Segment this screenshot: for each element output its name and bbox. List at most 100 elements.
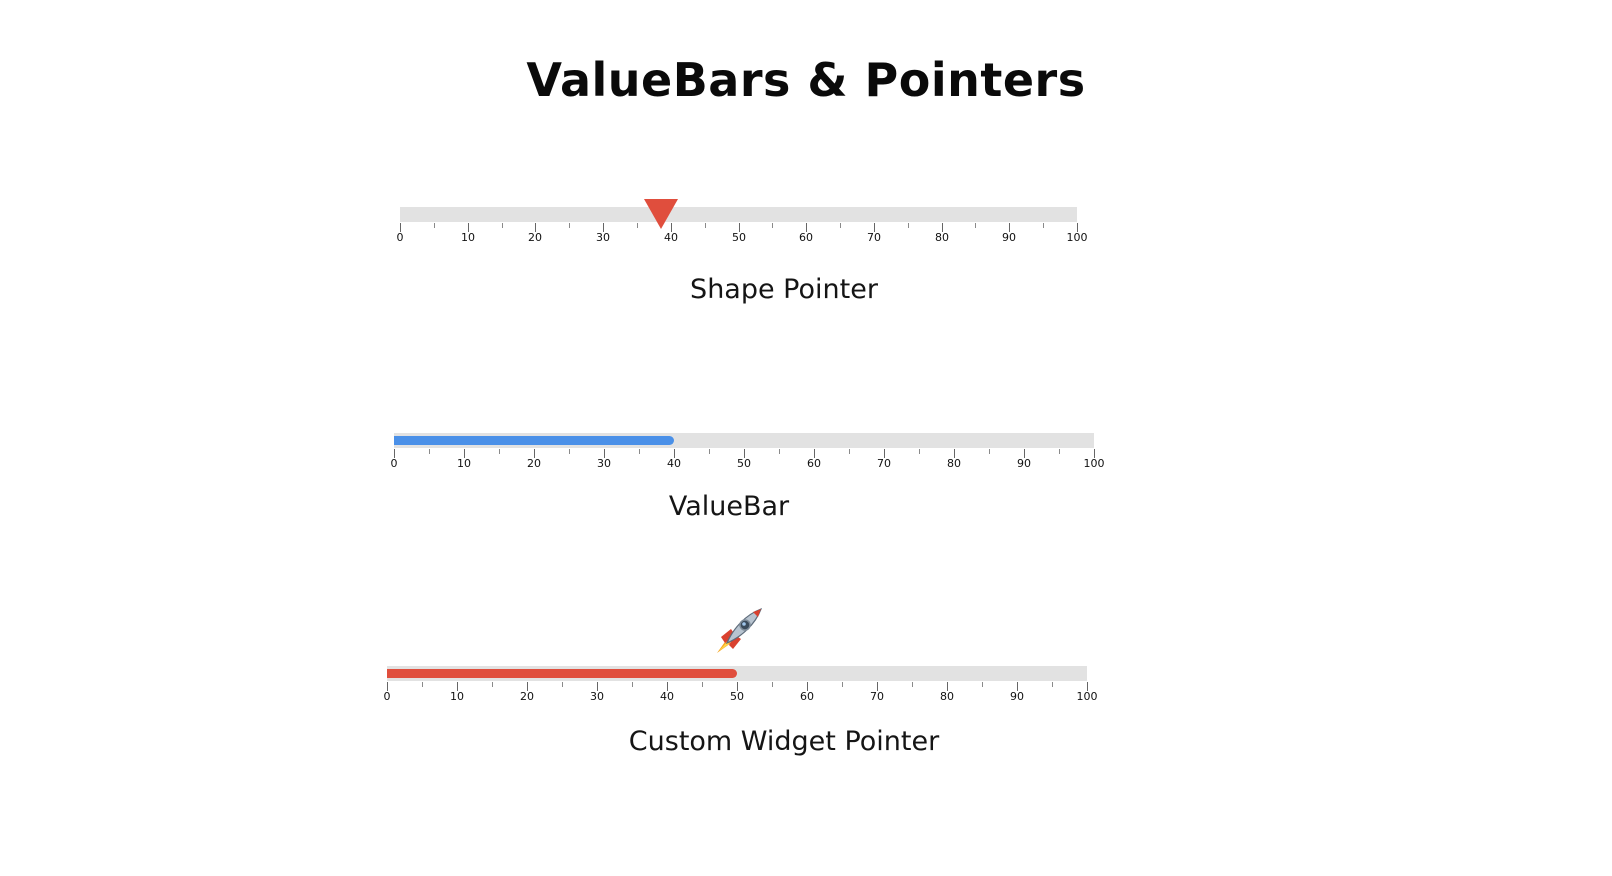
tick-label: 30 — [590, 690, 604, 703]
triangle-pointer[interactable] — [643, 199, 678, 229]
minor-tick — [772, 223, 773, 228]
major-tick — [387, 682, 388, 691]
minor-tick — [702, 682, 703, 687]
minor-tick — [908, 223, 909, 228]
minor-tick — [982, 682, 983, 687]
minor-tick — [492, 682, 493, 687]
tick-label: 0 — [396, 231, 404, 244]
value-bar-fill[interactable] — [387, 669, 737, 678]
major-tick — [597, 682, 598, 691]
custom-widget-pointer-gauge: 0 10 20 30 40 50 60 70 80 90 100 — [383, 607, 1098, 706]
minor-tick — [434, 223, 435, 228]
minor-tick — [772, 682, 773, 687]
tick-label: 10 — [450, 690, 464, 703]
tick-label: 20 — [520, 690, 534, 703]
minor-tick — [632, 682, 633, 687]
major-tick — [535, 223, 536, 232]
major-tick — [457, 682, 458, 691]
custom-widget-pointer-caption: Custom Widget Pointer — [628, 726, 940, 757]
major-tick — [1017, 682, 1018, 691]
minor-tick — [499, 449, 500, 454]
major-tick — [604, 449, 605, 458]
major-tick — [1094, 449, 1095, 458]
tick-label: 30 — [597, 457, 611, 470]
minor-tick — [1052, 682, 1053, 687]
rocket-icon[interactable] — [707, 603, 767, 663]
minor-tick — [709, 449, 710, 454]
major-tick — [954, 449, 955, 458]
major-tick — [874, 223, 875, 232]
minor-tick — [975, 223, 976, 228]
tick-label: 80 — [947, 457, 961, 470]
major-tick — [400, 223, 401, 232]
minor-tick — [562, 682, 563, 687]
major-tick — [947, 682, 948, 691]
shape-pointer-gauge: 0 10 20 30 40 50 60 70 80 90 100 — [396, 199, 1088, 247]
major-tick — [527, 682, 528, 691]
tick-label: 50 — [732, 231, 746, 244]
tick-label: 10 — [461, 231, 475, 244]
minor-tick — [502, 223, 503, 228]
major-tick — [1024, 449, 1025, 458]
minor-tick — [1043, 223, 1044, 228]
tick-label: 0 — [383, 690, 391, 703]
minor-tick — [637, 223, 638, 228]
major-tick — [464, 449, 465, 458]
value-bar-fill[interactable] — [394, 436, 674, 445]
major-tick — [744, 449, 745, 458]
major-tick — [534, 449, 535, 458]
major-tick — [603, 223, 604, 232]
tick-label: 80 — [935, 231, 949, 244]
minor-tick — [989, 449, 990, 454]
minor-tick — [705, 223, 706, 228]
tick-label: 40 — [667, 457, 681, 470]
major-tick — [1077, 223, 1078, 232]
minor-tick — [569, 223, 570, 228]
tick-label: 90 — [1010, 690, 1024, 703]
major-tick — [1009, 223, 1010, 232]
tick-label: 40 — [660, 690, 674, 703]
tick-label: 60 — [799, 231, 813, 244]
value-bar-gauge: 0 10 20 30 40 50 60 70 80 90 100 — [390, 433, 1105, 473]
minor-tick — [429, 449, 430, 454]
tick-label: 10 — [457, 457, 471, 470]
major-tick — [942, 223, 943, 232]
shape-pointer-caption: Shape Pointer — [690, 274, 878, 305]
minor-tick — [639, 449, 640, 454]
value-bar-caption: ValueBar — [668, 491, 790, 522]
tick-label: 70 — [877, 457, 891, 470]
tick-label: 70 — [870, 690, 884, 703]
tick-label: 70 — [867, 231, 881, 244]
tick-label: 60 — [807, 457, 821, 470]
minor-tick — [1059, 449, 1060, 454]
major-tick — [1087, 682, 1088, 691]
tick-label: 100 — [1076, 690, 1098, 703]
major-tick — [394, 449, 395, 458]
major-tick — [884, 449, 885, 458]
minor-tick — [569, 449, 570, 454]
tick-label: 50 — [737, 457, 751, 470]
major-tick — [814, 449, 815, 458]
page-title: ValueBars & Pointers — [526, 53, 1086, 107]
tick-label: 0 — [390, 457, 398, 470]
major-tick — [468, 223, 469, 232]
major-tick — [739, 223, 740, 232]
tick-label: 20 — [527, 457, 541, 470]
major-tick — [667, 682, 668, 691]
major-tick — [877, 682, 878, 691]
minor-tick — [849, 449, 850, 454]
minor-tick — [919, 449, 920, 454]
tick-label: 100 — [1066, 231, 1088, 244]
minor-tick — [422, 682, 423, 687]
tick-label: 60 — [800, 690, 814, 703]
tick-label: 50 — [730, 690, 744, 703]
tick-label: 80 — [940, 690, 954, 703]
major-tick — [737, 682, 738, 691]
major-tick — [807, 682, 808, 691]
major-tick — [674, 449, 675, 458]
tick-label: 20 — [528, 231, 542, 244]
tick-label: 90 — [1002, 231, 1016, 244]
tick-label: 40 — [664, 231, 678, 244]
tick-label: 90 — [1017, 457, 1031, 470]
minor-tick — [840, 223, 841, 228]
